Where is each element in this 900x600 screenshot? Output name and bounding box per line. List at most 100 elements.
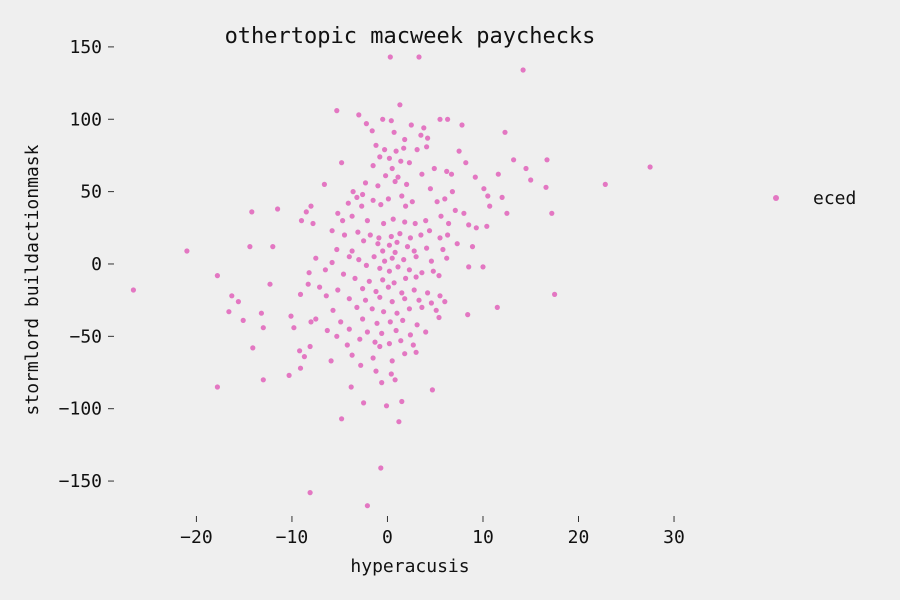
data-point [480,264,486,270]
data-point [374,320,380,326]
data-point [297,365,304,371]
data-point [352,275,358,281]
data-point [456,148,462,154]
data-point [346,326,352,332]
data-point [406,160,412,166]
data-point [350,189,356,195]
data-point [423,218,429,224]
data-point [404,244,411,250]
data-point [345,200,351,206]
data-point [335,287,341,293]
data-point [411,287,417,293]
data-point [308,319,314,325]
data-point [258,310,264,316]
data-point [375,183,381,189]
data-point [446,220,452,227]
data-point [369,306,375,312]
data-point [260,377,266,383]
data-point [404,181,410,187]
data-point [436,314,442,321]
data-point [445,232,451,238]
data-point [363,121,369,127]
data-point [286,372,292,378]
data-point [339,416,345,422]
data-point [275,206,281,212]
data-point [406,267,412,273]
data-point [349,213,355,219]
data-point [428,300,434,306]
data-point [416,54,422,60]
chart-title: othertopic macweek paychecks [225,24,596,49]
data-point [419,304,425,310]
data-point [499,194,505,200]
data-point [379,380,385,386]
data-point [340,218,346,224]
data-point [356,257,362,263]
data-point [392,377,398,383]
data-point [520,67,526,73]
data-point [354,194,360,200]
data-point [414,322,420,328]
data-point [484,223,490,229]
data-point [385,284,391,290]
data-point [321,181,327,187]
data-point [249,209,255,215]
data-point [463,160,469,166]
x-tick-label: 20 [568,527,590,548]
data-point [388,371,394,377]
data-point [270,244,276,250]
data-point [416,297,422,303]
data-point [414,147,420,153]
data-point [229,293,235,299]
legend: eced [773,188,856,209]
data-point [466,264,472,270]
data-point [510,157,517,163]
data-point [334,333,340,339]
data-point [369,128,375,134]
data-point [402,296,408,302]
data-point [411,248,417,254]
data-point [438,213,444,219]
data-point [313,316,319,322]
data-point [330,307,336,313]
data-point [383,403,390,409]
data-point [380,248,386,254]
data-point [428,258,434,264]
data-point [403,275,409,281]
y-axis-title: stormlord buildactionmask [22,144,43,415]
data-point [267,281,273,287]
data-point [444,168,450,174]
data-point [391,280,397,286]
data-point [360,316,366,322]
data-point [442,299,448,305]
data-point [413,254,419,260]
data-point [356,112,362,118]
data-point [335,210,341,216]
data-point [436,273,442,279]
data-point [297,291,304,297]
data-point [362,180,369,186]
data-point [339,160,345,166]
data-point [393,327,399,334]
data-point [323,293,329,299]
data-point [423,329,429,335]
data-point [235,299,241,305]
data-point [372,339,378,345]
data-point [386,155,392,161]
data-point [388,118,394,124]
data-point [361,238,367,244]
data-point [647,164,653,170]
data-point [328,358,334,364]
data-point [412,220,418,227]
data-point [544,157,550,163]
data-point [419,270,425,276]
data-point [389,255,395,261]
data-point [421,125,427,131]
y-tick-label: 50 [80,182,102,203]
data-point [378,202,384,208]
data-point [502,129,508,135]
data-point [425,135,431,141]
y-tick-label: 150 [69,37,102,58]
data-point [214,273,220,279]
data-point [338,319,344,325]
